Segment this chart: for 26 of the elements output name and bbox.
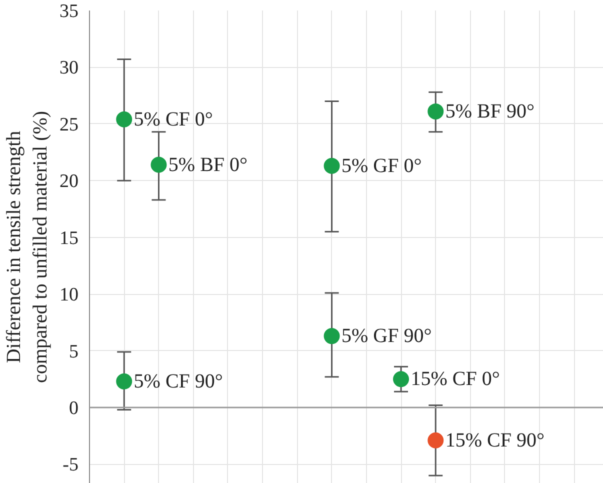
data-label: 5% BF 0° bbox=[168, 154, 248, 176]
point bbox=[393, 371, 410, 388]
data-label: 5% GF 0° bbox=[341, 154, 422, 177]
data-label: 5% GF 90° bbox=[341, 325, 432, 348]
y-tick-label: 0 bbox=[69, 398, 78, 419]
point bbox=[324, 328, 340, 344]
point bbox=[324, 158, 340, 174]
point bbox=[116, 111, 132, 128]
point bbox=[428, 103, 444, 120]
y-tick-label: 35 bbox=[60, 1, 78, 22]
y-tick-label: 25 bbox=[60, 114, 78, 136]
y-tick-label: 5 bbox=[69, 341, 78, 362]
point bbox=[428, 432, 444, 448]
data-label: 5% CF 0° bbox=[134, 108, 213, 130]
data-label: 5% BF 90° bbox=[445, 100, 534, 122]
data-label: 15% CF 90° bbox=[445, 429, 544, 452]
y-tick-label: 30 bbox=[60, 58, 78, 79]
y-axis-title: Difference in tensile strength compared to unfilled material (%) bbox=[3, 110, 52, 384]
y-tick-label: 10 bbox=[60, 284, 78, 306]
data-label: 5% CF 90° bbox=[134, 370, 223, 392]
y-tick-label: 20 bbox=[60, 171, 78, 192]
y-tick-label: -5 bbox=[62, 454, 78, 476]
data-label: 15% CF 0° bbox=[410, 368, 500, 390]
point bbox=[116, 373, 132, 390]
point bbox=[150, 156, 167, 173]
y-tick-label: 15 bbox=[60, 228, 78, 249]
